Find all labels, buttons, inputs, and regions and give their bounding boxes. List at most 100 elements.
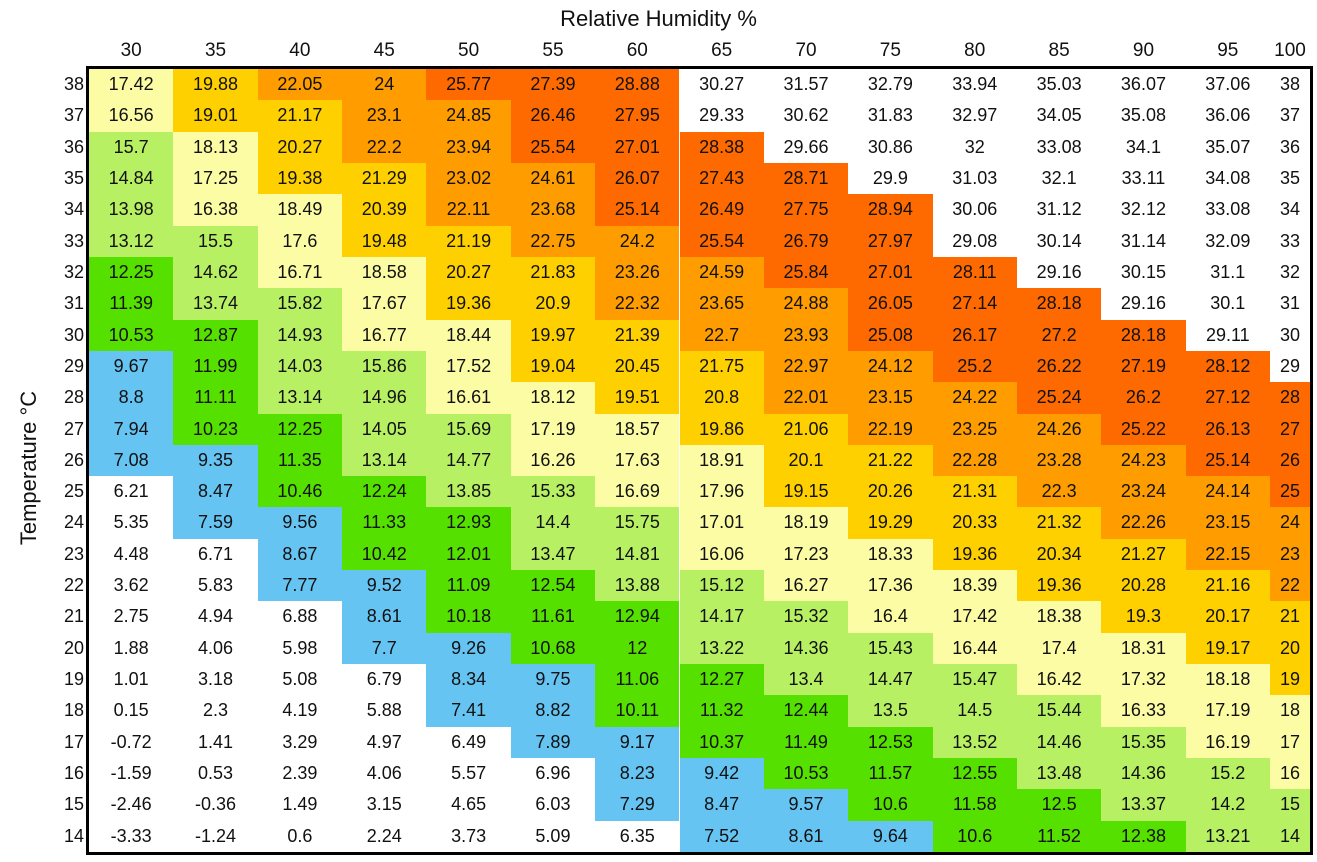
heatmap-cell: 21.17 bbox=[257, 100, 343, 132]
heatmap-cell: 29.66 bbox=[763, 131, 849, 163]
heatmap-cell: 19.29 bbox=[848, 507, 933, 539]
heatmap-cell: 21.22 bbox=[848, 444, 933, 477]
heatmap-cell: 9.67 bbox=[89, 350, 174, 383]
heatmap-cell: 10.37 bbox=[679, 726, 764, 759]
heatmap-cell: 7.59 bbox=[173, 507, 258, 539]
heatmap-cell: 16.61 bbox=[426, 382, 511, 414]
heatmap-cell: 3.62 bbox=[89, 570, 174, 602]
heatmap-cell: 27.43 bbox=[679, 162, 764, 195]
heatmap-cell: 22.15 bbox=[1185, 538, 1270, 571]
heatmap-cell: 19.15 bbox=[763, 476, 849, 508]
heatmap-cell: 11.39 bbox=[89, 288, 174, 320]
heatmap-cell: 17.01 bbox=[679, 507, 764, 539]
heatmap-cell: 0.6 bbox=[257, 820, 343, 852]
heatmap-cell: 25.2 bbox=[932, 350, 1017, 383]
heatmap-cell: 6.79 bbox=[342, 664, 427, 696]
heatmap-cell: 30.14 bbox=[1016, 225, 1102, 257]
heatmap-cell: 34 bbox=[1270, 194, 1310, 226]
heatmap-cell: 22.11 bbox=[426, 194, 511, 226]
heatmap-cell: 28.88 bbox=[595, 69, 680, 101]
heatmap-cell: 5.09 bbox=[510, 820, 596, 852]
heatmap-cell: 4.06 bbox=[173, 632, 258, 665]
heatmap-cell: 6.71 bbox=[173, 538, 258, 571]
heatmap-cell: 12.01 bbox=[426, 538, 511, 571]
heatmap-cell: 17.6 bbox=[257, 225, 343, 257]
heatmap-cell: 7.52 bbox=[679, 820, 764, 852]
heatmap-cell: 12.25 bbox=[89, 256, 174, 289]
heatmap-cell: 33.08 bbox=[1016, 131, 1102, 163]
heatmap-cell: 19.36 bbox=[426, 288, 511, 320]
heatmap-cell: 19.36 bbox=[1016, 570, 1102, 602]
x-tick-label: 30 bbox=[120, 40, 142, 61]
y-tick-label: 25 bbox=[63, 481, 84, 502]
heatmap-cell: 14.96 bbox=[342, 382, 427, 414]
heatmap-cell: 36.06 bbox=[1185, 100, 1270, 132]
y-tick-label: 23 bbox=[63, 543, 84, 564]
heatmap-cell: 10.6 bbox=[932, 820, 1017, 852]
heatmap-cell: 23.93 bbox=[763, 319, 849, 351]
heatmap-cell: 17.19 bbox=[1185, 695, 1270, 727]
heatmap-cell: 24.26 bbox=[1016, 413, 1102, 445]
heatmap-cell: 16.27 bbox=[763, 570, 849, 602]
heatmap-cell: 19.3 bbox=[1101, 601, 1186, 633]
heatmap-cell: 30.15 bbox=[1101, 256, 1186, 289]
y-tick-label: 17 bbox=[63, 731, 84, 752]
heatmap-cell: 27 bbox=[1270, 413, 1310, 445]
heatmap-cell: 21.16 bbox=[1185, 570, 1270, 602]
heatmap-cell: 14.84 bbox=[89, 162, 174, 195]
heatmap-cell: 16.71 bbox=[257, 256, 343, 289]
heatmap-cell: 4.48 bbox=[89, 538, 174, 571]
heatmap-cell: 19.01 bbox=[173, 100, 258, 132]
heatmap-cell: 17.32 bbox=[1101, 664, 1186, 696]
heatmap-cell: 22.97 bbox=[763, 350, 849, 383]
heatmap-cell: 15.33 bbox=[510, 476, 596, 508]
heatmap-cell: 24.88 bbox=[763, 288, 849, 320]
heatmap-cell: 18.12 bbox=[510, 382, 596, 414]
heatmap-cell: 4.97 bbox=[342, 726, 427, 759]
heatmap-cell: 27.75 bbox=[763, 194, 849, 226]
heatmap-cell: 20.28 bbox=[1101, 570, 1186, 602]
y-tick-label: 38 bbox=[63, 74, 84, 94]
heatmap-cell: 27.39 bbox=[510, 69, 596, 101]
heatmap-cell: 27.97 bbox=[848, 225, 933, 257]
y-tick-label: 30 bbox=[63, 324, 84, 345]
y-tick-label: 28 bbox=[63, 387, 84, 408]
heatmap-cell: 25.14 bbox=[1185, 444, 1270, 477]
heatmap-cell: 13.22 bbox=[679, 632, 764, 665]
heatmap-cell: 21.27 bbox=[1101, 538, 1186, 571]
heatmap-cell: 3.73 bbox=[426, 820, 511, 852]
heatmap-cell: 0.15 bbox=[89, 695, 174, 727]
heatmap-cell: 21.31 bbox=[932, 476, 1017, 508]
x-tick-label: 65 bbox=[711, 40, 733, 61]
heatmap-cell: 13.12 bbox=[89, 225, 174, 257]
heatmap-cell: 9.52 bbox=[342, 570, 427, 602]
heatmap-cell: 33.08 bbox=[1185, 194, 1270, 226]
heatmap-cell: 31.57 bbox=[763, 69, 849, 101]
heatmap-cell: 19.38 bbox=[257, 162, 343, 195]
heatmap-cell: 23.68 bbox=[510, 194, 596, 226]
heatmap-cell: 32 bbox=[932, 131, 1017, 163]
heatmap-cell: 17.96 bbox=[679, 476, 764, 508]
heatmap-cell: 32 bbox=[1270, 256, 1310, 289]
y-axis-title: Temperature °C bbox=[16, 390, 41, 546]
heatmap-cell: -0.36 bbox=[173, 789, 258, 821]
heatmap-cell: 5.98 bbox=[257, 632, 343, 665]
heatmap-cell: 29 bbox=[1270, 350, 1310, 383]
heatmap-cell: 9.64 bbox=[848, 820, 933, 852]
heatmap-cell: 21.83 bbox=[510, 256, 596, 289]
heatmap-cell: 27.19 bbox=[1101, 350, 1186, 383]
heatmap-cell: 27.12 bbox=[1185, 382, 1270, 414]
heatmap-cell: 17.42 bbox=[932, 601, 1017, 633]
heatmap-cell: 18 bbox=[1270, 695, 1310, 727]
heatmap-cell: 19.88 bbox=[173, 69, 258, 101]
heatmap-cell: 17.25 bbox=[173, 162, 258, 195]
heatmap-cell: 6.96 bbox=[510, 758, 596, 790]
heatmap-cell: 6.21 bbox=[89, 476, 174, 508]
heatmap-cell: 27.14 bbox=[932, 288, 1017, 320]
heatmap-cell: 14.05 bbox=[342, 413, 427, 445]
heatmap-cell: 5.88 bbox=[342, 695, 427, 727]
heatmap-cell: 4.06 bbox=[342, 758, 427, 790]
heatmap-cell: 15 bbox=[1270, 789, 1310, 821]
heatmap-cell: 25.54 bbox=[510, 131, 596, 163]
heatmap-cell: 25.84 bbox=[763, 256, 849, 289]
